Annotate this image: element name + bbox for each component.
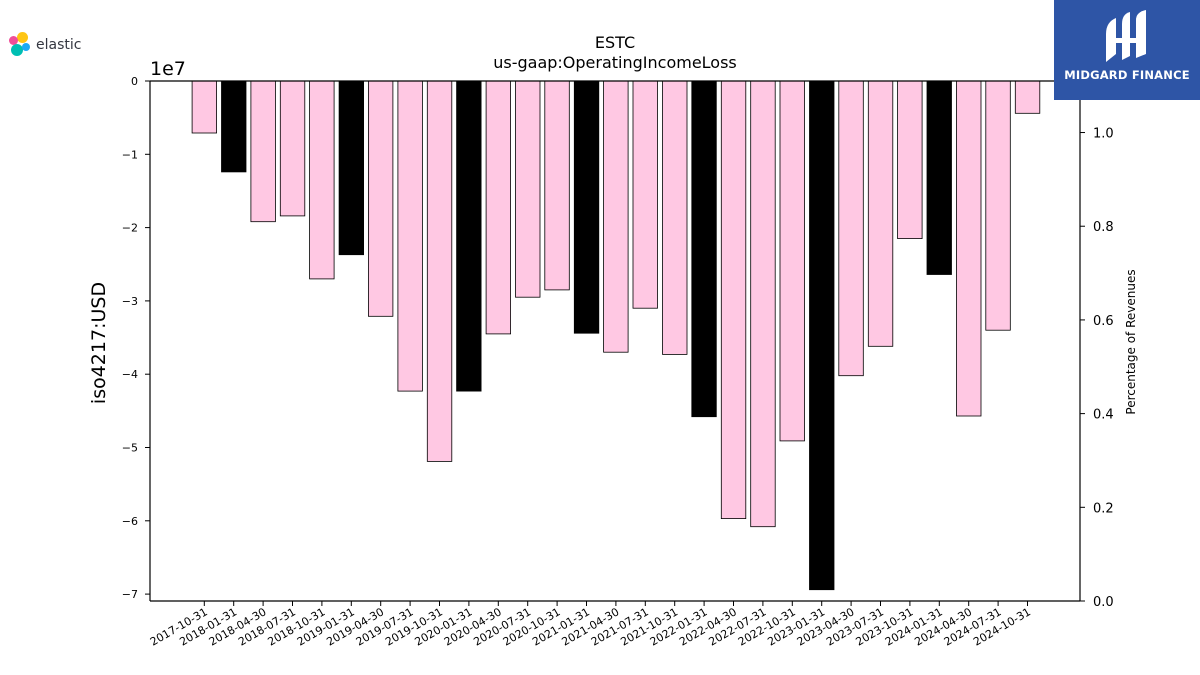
bars-group bbox=[191, 80, 1041, 591]
bar bbox=[338, 80, 365, 256]
bar bbox=[691, 80, 717, 418]
y-tick-label: −4 bbox=[122, 368, 138, 381]
y2-tick-label: 0.4 bbox=[1093, 408, 1114, 423]
y-tick-label: −5 bbox=[122, 442, 138, 455]
chart-subtitle: us-gaap:OperatingIncomeLoss bbox=[493, 53, 737, 72]
bar bbox=[926, 80, 952, 275]
bar bbox=[779, 80, 805, 442]
y-tick-label: −3 bbox=[122, 295, 138, 308]
y-tick-label: −6 bbox=[122, 515, 138, 528]
y2-tick-label: 1.0 bbox=[1093, 127, 1114, 142]
bar bbox=[867, 80, 894, 347]
elastic-logo: elastic bbox=[8, 32, 81, 58]
y2-tick-label: 0.8 bbox=[1093, 220, 1114, 235]
bar bbox=[838, 80, 864, 377]
y-tick-label: −7 bbox=[122, 588, 138, 601]
bar bbox=[750, 80, 776, 528]
y-offset-label: 1e7 bbox=[150, 58, 186, 80]
bar bbox=[426, 80, 453, 462]
y2-axis-label: Percentage of Revenues bbox=[1124, 269, 1138, 414]
bar bbox=[397, 80, 423, 392]
bar bbox=[250, 80, 276, 223]
bar bbox=[632, 80, 658, 309]
bar bbox=[809, 80, 835, 591]
bar bbox=[897, 80, 923, 240]
y-tick-label: −1 bbox=[122, 148, 138, 161]
bar bbox=[191, 80, 218, 134]
bar bbox=[662, 80, 688, 355]
bar bbox=[956, 80, 982, 417]
bar bbox=[544, 80, 570, 291]
bar bbox=[603, 80, 629, 353]
axes-group: 0−1−2−3−4−5−6−70.00.20.40.60.81.02017-10… bbox=[122, 75, 1114, 649]
bar bbox=[1014, 80, 1041, 114]
bar bbox=[279, 80, 306, 217]
bar bbox=[573, 80, 600, 334]
midgard-logo-text: MIDGARD FINANCE bbox=[1064, 68, 1190, 82]
y-tick-label: −2 bbox=[122, 222, 138, 235]
elastic-logo-text: elastic bbox=[36, 37, 82, 53]
y-tick-label: 0 bbox=[131, 75, 138, 88]
bar bbox=[720, 80, 747, 520]
bar bbox=[309, 80, 335, 280]
bar bbox=[367, 80, 394, 317]
midgard-finance-logo: MIDGARD FINANCE bbox=[1054, 0, 1200, 100]
bar bbox=[485, 80, 512, 335]
elastic-logo-icon bbox=[8, 32, 32, 58]
bar bbox=[985, 80, 1011, 331]
y2-tick-label: 0.0 bbox=[1093, 595, 1114, 610]
bar bbox=[456, 80, 482, 392]
bar bbox=[515, 80, 541, 298]
y2-tick-label: 0.6 bbox=[1093, 314, 1114, 329]
bar bbox=[221, 80, 247, 173]
y2-tick-label: 0.2 bbox=[1093, 501, 1114, 516]
chart-title: ESTC bbox=[595, 33, 635, 52]
y-axis-label: iso4217:USD bbox=[88, 282, 110, 404]
midgard-logo-icon bbox=[1106, 10, 1146, 62]
